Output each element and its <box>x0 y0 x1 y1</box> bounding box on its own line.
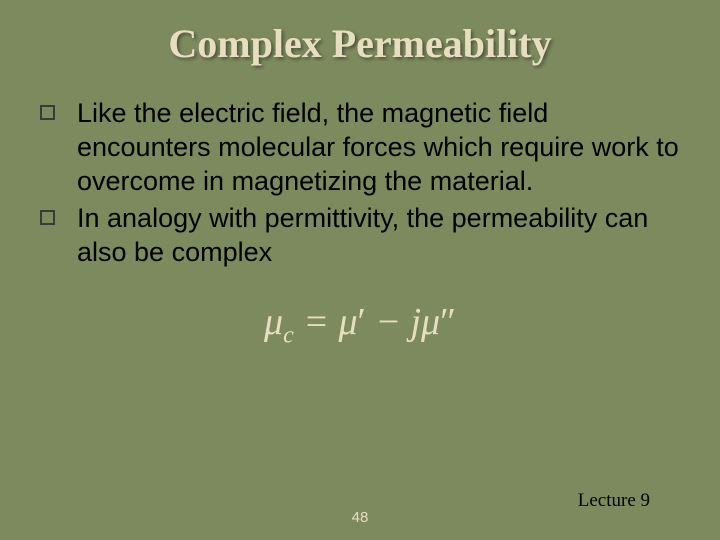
slide-title: Complex Permeability <box>40 20 680 67</box>
eq-sub-c: c <box>283 322 294 348</box>
lecture-label: Lecture 9 <box>578 490 650 512</box>
bullet-marker-icon <box>40 210 55 225</box>
bullet-item: Like the electric field, the magnetic fi… <box>40 97 680 198</box>
bullet-text: In analogy with permittivity, the permea… <box>77 202 680 270</box>
page-number: 48 <box>352 509 369 526</box>
equation: μc = μ′ − jμ″ <box>40 300 680 350</box>
eq-minus: − <box>366 301 411 343</box>
eq-mu2: μ <box>338 301 357 343</box>
bullet-marker-icon <box>40 105 55 120</box>
bullet-item: In analogy with permittivity, the permea… <box>40 202 680 270</box>
eq-dprime: ″ <box>440 301 456 343</box>
eq-equals: = <box>294 301 339 343</box>
bullet-text: Like the electric field, the magnetic fi… <box>77 97 680 198</box>
eq-mu3: μ <box>421 301 440 343</box>
slide: Complex Permeability Like the electric f… <box>0 0 720 540</box>
eq-mu: μ <box>264 301 283 343</box>
eq-prime: ′ <box>358 301 366 343</box>
eq-j: j <box>410 301 421 343</box>
